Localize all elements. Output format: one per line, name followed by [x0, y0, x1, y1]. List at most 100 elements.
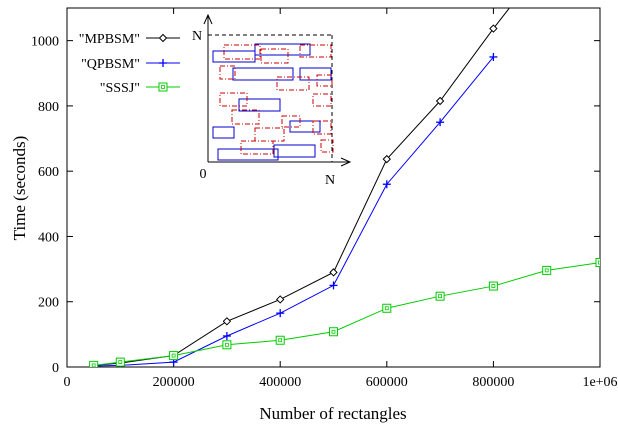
- square-outer: [222, 340, 232, 350]
- inset-red-rect: [316, 74, 333, 87]
- x-tick-label: 0: [64, 375, 71, 390]
- inset-red-rect: [299, 44, 332, 58]
- square-inner: [544, 268, 549, 273]
- legend-1-point: [159, 59, 167, 67]
- square-outer: [169, 351, 179, 361]
- inset-blue-rect: [238, 98, 281, 112]
- series-1-point: [276, 309, 285, 318]
- series-2-point: [115, 357, 125, 367]
- series-1-point: [382, 180, 391, 189]
- inset-diagram: 0 N N: [192, 13, 352, 188]
- inset-x-label: N: [325, 173, 335, 188]
- square-inner: [91, 363, 96, 367]
- x-tick-label: 600000: [366, 375, 408, 390]
- inset-red-rect: [312, 120, 332, 135]
- square-inner: [171, 353, 176, 358]
- y-tick-label: 200: [38, 296, 59, 311]
- series-2-point: [222, 340, 232, 350]
- square-inner: [598, 260, 600, 265]
- plot-area: [89, 8, 600, 367]
- series-2-point: [169, 351, 179, 361]
- x-tick-label: 1e+06: [582, 375, 617, 390]
- series-2-line: [93, 262, 600, 366]
- inset-y-label: N: [192, 29, 202, 44]
- plot-frame: [66, 7, 601, 368]
- series-0-point: [222, 317, 232, 326]
- x-tick-label: 200000: [153, 375, 195, 390]
- series-0: [89, 8, 510, 367]
- square-outer: [435, 291, 445, 301]
- inset-origin-label: 0: [200, 167, 207, 182]
- axes: 0 200000 400000 600000 800000 1e+06 0 200 400 600…: [31, 7, 618, 390]
- square-outer: [158, 82, 168, 92]
- inset-red-rect: [254, 127, 285, 142]
- square-outer: [89, 360, 99, 367]
- series-1: [89, 52, 498, 367]
- inset-red-rect: [219, 92, 248, 107]
- inset-red-rect: [219, 65, 236, 80]
- series-1-line: [93, 56, 494, 367]
- inset-y-arrow: [203, 13, 213, 25]
- square-inner: [278, 338, 283, 343]
- y-tick-label: 600: [38, 165, 59, 180]
- series-0-point: [435, 96, 445, 106]
- inset-blue-rect: [273, 144, 316, 158]
- series-2-point: [275, 335, 285, 345]
- square-inner: [438, 294, 443, 299]
- y-tick-label: 400: [38, 230, 59, 245]
- inset-x-arrow: [340, 157, 352, 167]
- series-2-point: [329, 327, 338, 337]
- square-outer: [542, 265, 552, 275]
- series-0-point: [382, 154, 392, 164]
- y-tick-label: 1000: [31, 35, 59, 50]
- square-inner: [491, 284, 496, 288]
- x-axis-label: Number of rectangles: [259, 404, 406, 423]
- series-2-point: [595, 258, 600, 268]
- inset-blue-rect: [254, 43, 311, 56]
- square-inner: [384, 306, 389, 311]
- inset-blue-rect: [217, 148, 279, 161]
- square-outer: [275, 335, 285, 345]
- legend-0-point: [158, 33, 168, 43]
- series-2-point: [488, 281, 498, 291]
- series-2-point: [382, 303, 392, 313]
- inset-red-rect: [281, 115, 301, 128]
- x-tick-label: 800000: [472, 375, 514, 390]
- series-0-point: [275, 295, 285, 304]
- series-1-point: [329, 281, 338, 290]
- square-outer: [595, 258, 600, 268]
- series-1-point: [222, 331, 231, 340]
- legend-2-point: [158, 82, 168, 92]
- inset-red-rect: [312, 93, 332, 107]
- legend-label: "QPBSM": [81, 57, 140, 72]
- series-2: [89, 258, 600, 367]
- square-outer: [382, 303, 392, 313]
- series-1-point: [489, 52, 498, 61]
- y-tick-label: 800: [38, 100, 59, 115]
- legend: "MPBSM" "QPBSM" "SSSJ": [79, 32, 180, 96]
- legend-label: "SSSJ": [100, 81, 140, 96]
- y-tick-label: 0: [52, 361, 59, 376]
- inset-red-rect: [320, 139, 334, 153]
- inset-red-rect: [260, 48, 289, 64]
- series-2-point: [435, 291, 445, 301]
- square-outer: [115, 357, 125, 367]
- square-outer: [488, 281, 498, 291]
- series-0-point: [489, 24, 498, 33]
- square-inner: [118, 360, 123, 365]
- inset-blue-rect: [299, 67, 332, 81]
- square-inner: [331, 329, 336, 334]
- series-2-point: [89, 360, 99, 367]
- inset-red-rect: [231, 109, 260, 125]
- inset-blue-rect: [232, 67, 294, 81]
- y-axis-label: Time (seconds): [10, 136, 29, 241]
- inset-blue-rect: [212, 50, 256, 63]
- square-inner: [161, 85, 165, 89]
- series-2-point: [542, 265, 552, 275]
- inset-blue-rect: [289, 120, 321, 133]
- series-0-point: [329, 268, 338, 277]
- inset-red-rect: [276, 76, 310, 91]
- legend-label: "MPBSM": [79, 32, 140, 47]
- x-tick-label: 400000: [259, 375, 301, 390]
